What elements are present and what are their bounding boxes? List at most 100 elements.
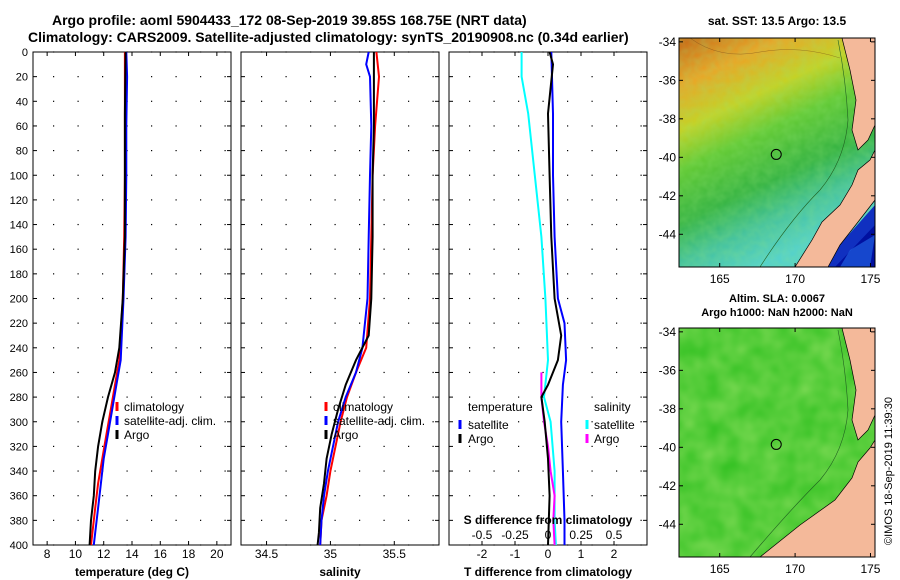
grid-dot	[77, 347, 79, 349]
x-tick-label: 18	[182, 547, 196, 561]
grid-dot	[200, 174, 202, 176]
grid-dot	[151, 322, 153, 324]
map-x-tick-label: 175	[860, 562, 880, 576]
grid-dot	[591, 100, 593, 102]
grid-dot	[310, 125, 312, 127]
grid-dot	[200, 421, 202, 423]
grid-dot	[616, 51, 618, 53]
grid-dot	[469, 470, 471, 472]
sla-map-axes: -34 -36 -38 -40 -42 -44 165 170 175	[659, 325, 881, 576]
map-y-tick-label: -38	[659, 402, 677, 416]
grid-dot	[383, 421, 385, 423]
y-tick-label: 20	[16, 72, 28, 84]
grid-dot	[261, 51, 263, 53]
y-tick-label: 180	[10, 269, 28, 281]
grid-dot	[567, 470, 569, 472]
x-tick-label: 14	[125, 547, 139, 561]
grid-dot	[151, 371, 153, 374]
map-y-tick-label: -38	[659, 112, 677, 126]
map-y-tick-label: -44	[659, 227, 677, 241]
grid-dot	[224, 76, 226, 78]
grid-dot	[591, 445, 593, 447]
grid-dot	[640, 223, 642, 226]
grid-dot	[285, 100, 287, 102]
grid-dot	[77, 174, 79, 176]
x-tick-label: 16	[154, 547, 168, 561]
grid-dot	[567, 495, 569, 497]
grid-dot	[310, 223, 312, 226]
grid-dot	[102, 544, 104, 546]
grid-dot	[359, 273, 361, 275]
grid-dot	[408, 125, 410, 127]
x2-tick-label: 0	[545, 528, 552, 542]
grid-dot	[151, 396, 153, 398]
grid-dot	[383, 297, 385, 300]
grid-dot	[310, 421, 312, 423]
grid-dot	[224, 519, 226, 521]
map-x-tick-label: 170	[785, 272, 805, 286]
grid-dot	[493, 100, 495, 102]
grid-dot	[518, 445, 520, 447]
grid-dot	[151, 495, 153, 497]
grid-dot	[285, 421, 287, 423]
grid-dot	[200, 125, 202, 127]
grid-dot	[567, 322, 569, 324]
grid-dot	[383, 322, 385, 324]
legend-label-satellite: satellite-adj. clim.	[333, 414, 425, 428]
grid-dot	[432, 199, 434, 201]
series-line-t-argo	[540, 51, 563, 546]
grid-dot	[175, 371, 177, 374]
grid-dot	[334, 100, 336, 102]
grid-dot	[469, 76, 471, 78]
grid-dot	[469, 150, 471, 152]
grid-dot	[591, 273, 593, 275]
grid-dot	[640, 470, 642, 472]
grid-dot	[200, 248, 202, 250]
grid-dot	[200, 445, 202, 447]
grid-dot	[493, 273, 495, 275]
grid-dot	[261, 322, 263, 324]
grid-dot	[542, 199, 544, 201]
grid-dot	[200, 76, 202, 78]
grid-dot	[616, 519, 618, 521]
grid-dot	[518, 273, 520, 275]
grid-dot	[542, 445, 544, 447]
grid-dot	[334, 174, 336, 176]
grid-dot	[334, 519, 336, 521]
grid-dot	[151, 544, 153, 546]
grid-dot	[224, 150, 226, 152]
grid-dot	[310, 100, 312, 102]
y-tick-label: 120	[10, 195, 28, 207]
grid-dot	[151, 470, 153, 472]
grid-dot	[518, 322, 520, 324]
grid-dot	[432, 150, 434, 152]
grid-dot	[285, 248, 287, 250]
grid-dot	[359, 297, 361, 300]
series-line-s-satellite	[520, 52, 557, 546]
grid-dot	[151, 445, 153, 447]
grid-dot	[408, 150, 410, 152]
grid-dot	[591, 150, 593, 152]
grid-dot	[493, 150, 495, 152]
grid-dot	[469, 544, 471, 546]
grid-dot	[616, 76, 618, 78]
grid-dot	[542, 100, 544, 102]
grid-dot	[285, 174, 287, 176]
grid-dot	[285, 223, 287, 226]
grid-dot	[151, 76, 153, 78]
grid-dot	[334, 544, 336, 546]
grid-dot	[567, 396, 569, 398]
grid-dot	[408, 396, 410, 398]
title-line-1: Argo profile: aoml 5904433_172 08-Sep-20…	[52, 12, 527, 28]
grid-dot	[383, 174, 385, 176]
grid-dot	[432, 544, 434, 546]
grid-dot	[359, 445, 361, 447]
grid-dot	[151, 248, 153, 250]
grid-dot	[408, 76, 410, 78]
grid-dot	[261, 470, 263, 472]
grid-dot	[175, 347, 177, 349]
grid-dot	[77, 322, 79, 324]
x-tick-label: 0	[545, 547, 552, 561]
grid-dot	[310, 470, 312, 472]
grid-dot	[591, 199, 593, 201]
